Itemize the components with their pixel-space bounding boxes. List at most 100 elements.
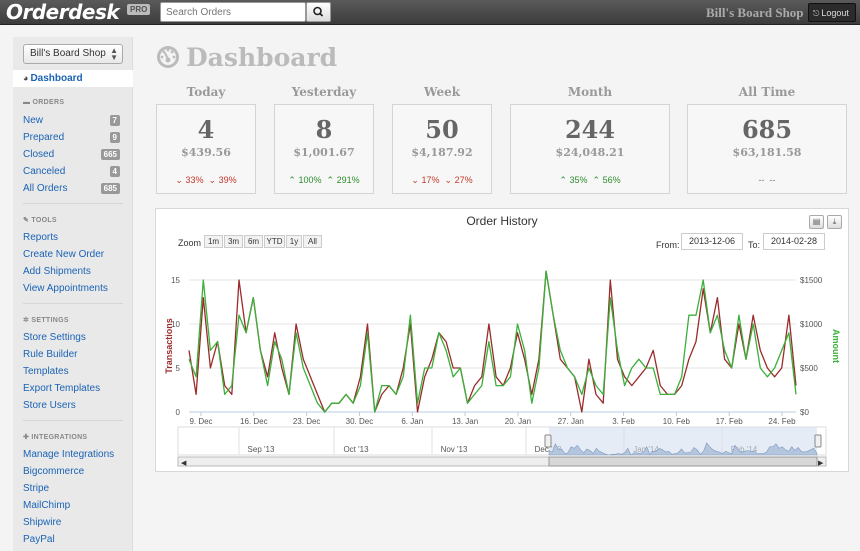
stat-label-yesterday: Yesterday (291, 85, 357, 99)
to-label: To: (748, 240, 761, 250)
x-tick-label: 10. Feb (663, 417, 691, 426)
y-left-tick-label: 5 (176, 364, 181, 373)
stat-card-week: 50 $4,187.92 ⌄ 17% ⌄ 27% (392, 104, 492, 194)
navigator-label: Dec '13 (535, 445, 562, 454)
count-badge: 685 (100, 183, 120, 194)
stat-card-all-time: 685 $63,181.58 -- -- (687, 104, 847, 194)
stat-changes: ⌃ 35% ⌃ 56% (559, 175, 621, 185)
sidebar-item-stripe[interactable]: Stripe (23, 483, 50, 494)
sidebar-item-manage-integrations[interactable]: Manage Integrations (23, 449, 115, 460)
x-tick-label: 17. Feb (716, 417, 744, 426)
sidebar-item-paypal[interactable]: PayPal (23, 534, 55, 545)
top-bar: Orderdesk PRO Bill's Board Shop ⎋Logout (0, 0, 860, 25)
stat-count: 244 (564, 115, 616, 144)
navigator-label: Oct '13 (343, 445, 369, 454)
navigator-label: Nov '13 (441, 445, 468, 454)
scroll-left-icon: ◀ (181, 459, 187, 467)
down-arrow-icon: ⌄ (411, 175, 419, 185)
app-logo[interactable]: Orderdesk (6, 0, 120, 24)
sidebar-item-store-settings[interactable]: Store Settings (23, 332, 86, 343)
shop-select[interactable]: Bill's Board Shop ▲ ▼ (23, 44, 123, 64)
x-tick-label: 20. Jan (505, 417, 531, 426)
tools-section-title: ✎ TOOLS (23, 217, 57, 224)
sidebar-item-reports[interactable]: Reports (23, 232, 59, 243)
y-right-tick-label: $1500 (800, 276, 823, 285)
dashboard-icon: ◕ (23, 73, 29, 83)
integrations-section-title: ✚ INTEGRATIONS (23, 434, 88, 441)
sidebar-item-canceled[interactable]: Canceled (23, 166, 66, 177)
sidebar-item-mailchimp[interactable]: MailChimp (23, 500, 71, 511)
x-tick-label: 3. Feb (612, 417, 635, 426)
x-tick-label: 9. Dec (189, 417, 212, 426)
logout-label: Logout (821, 8, 849, 18)
from-date-input[interactable]: 2013-12-06 (681, 233, 743, 250)
down-arrow-icon: ⌄ (208, 175, 217, 185)
x-tick-label: 27. Jan (558, 417, 584, 426)
sidebar-item-prepared[interactable]: Prepared (23, 132, 65, 143)
x-tick-label: 30. Dec (346, 417, 374, 426)
search-button[interactable] (306, 2, 331, 22)
stat-amount: $4,187.92 (411, 146, 473, 159)
print-button[interactable]: ▤ (809, 215, 824, 229)
stat-amount: $439.56 (181, 146, 231, 159)
scroll-right-icon: ▶ (818, 459, 824, 467)
sidebar-item-add-shipments[interactable]: Add Shipments (23, 266, 91, 277)
sidebar-item-new[interactable]: New (23, 115, 44, 126)
sidebar-item-templates[interactable]: Templates (23, 366, 69, 377)
zoom-all-button[interactable]: All (303, 235, 322, 248)
logout-button[interactable]: ⎋ Logout (808, 3, 856, 22)
stat-label-month: Month (567, 85, 613, 99)
x-tick-label: 16. Dec (240, 417, 268, 426)
y-left-tick-label: 15 (171, 276, 180, 285)
select-caret-icon: ▲ ▼ (110, 46, 118, 62)
zoom-6m-button[interactable]: 6m (244, 235, 263, 248)
sidebar-item-rule-builder[interactable]: Rule Builder (23, 349, 78, 360)
sidebar-item-view-appointments[interactable]: View Appointments (23, 283, 108, 294)
sidebar-item-closed[interactable]: Closed (23, 149, 55, 160)
logout-icon: ⎋ (813, 9, 820, 18)
dashboard-icon (157, 46, 179, 68)
divider (23, 420, 123, 421)
navigator-label: Sep '13 (248, 445, 275, 454)
gear-icon: ✲ (23, 317, 32, 324)
stat-label-today: Today (186, 85, 226, 99)
stat-amount: $63,181.58 (732, 146, 802, 159)
y-right-tick-label: $1000 (800, 320, 823, 329)
stat-card-yesterday: 8 $1,001.67 ⌃ 100% ⌃ 291% (274, 104, 374, 194)
sidebar-item-store-users[interactable]: Store Users (23, 400, 76, 411)
x-tick-label: 24. Feb (768, 417, 796, 426)
sidebar-item-dashboard[interactable]: ◕ Dashboard (13, 70, 133, 87)
to-date-input[interactable]: 2014-02-28 (763, 233, 825, 250)
stat-changes: ⌄ 33% ⌄ 39% (175, 175, 237, 185)
search-input[interactable] (160, 2, 306, 22)
stat-card-today: 4 $439.56 ⌄ 33% ⌄ 39% (156, 104, 256, 194)
sidebar-item-export-templates[interactable]: Export Templates (23, 383, 101, 394)
up-arrow-icon: ⌃ (288, 175, 296, 185)
zoom-ytd-button[interactable]: YTD (264, 235, 285, 248)
page-title: Dashboard (156, 43, 337, 72)
zoom-1y-button[interactable]: 1y (286, 235, 302, 248)
inbox-icon: ▬ (23, 99, 33, 106)
sidebar-item-label: Dashboard (30, 73, 83, 84)
pro-badge: PRO (127, 4, 151, 15)
download-button[interactable]: ⤓ (827, 215, 842, 229)
count-badge: 4 (109, 166, 120, 177)
scrollbar-thumb (548, 456, 818, 467)
zoom-1m-button[interactable]: 1m (204, 235, 223, 248)
order-history-chart[interactable]: 0 5 10 15 $0 $500 $1000 $1500 Transactions Amount… (156, 251, 848, 471)
sidebar-item-bigcommerce[interactable]: Bigcommerce (23, 466, 85, 477)
up-arrow-icon: ⌃ (592, 175, 601, 185)
x-tick-label: 13. Jan (452, 417, 478, 426)
shop-select-value: Bill's Board Shop (30, 48, 106, 59)
zoom-3m-button[interactable]: 3m (224, 235, 243, 248)
sidebar-item-all-orders[interactable]: All Orders (23, 183, 68, 194)
up-arrow-icon: ⌃ (326, 175, 335, 185)
stat-count: 685 (741, 115, 793, 144)
amount-series-line (188, 270, 797, 413)
sidebar-item-shipwire[interactable]: Shipwire (23, 517, 62, 528)
up-arrow-icon: ⌃ (559, 175, 567, 185)
orders-section-title: ▬ ORDERS (23, 99, 65, 106)
settings-section-title: ✲ SETTINGS (23, 317, 69, 324)
sidebar-item-create-new-order[interactable]: Create New Order (23, 249, 105, 260)
stat-changes: ⌄ 17% ⌄ 27% (411, 175, 473, 185)
